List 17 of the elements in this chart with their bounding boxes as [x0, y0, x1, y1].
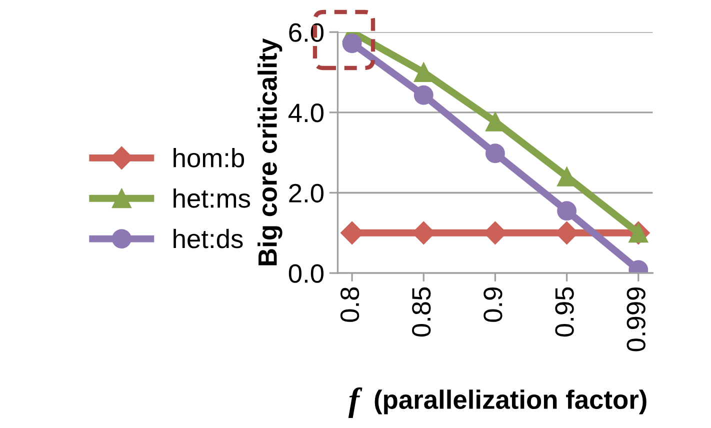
point [414, 85, 434, 105]
y-tick-label: 4.0 [288, 104, 324, 122]
point [485, 144, 505, 164]
x-tick-label: 0.85 [412, 287, 431, 337]
x-tick-label: 0.95 [555, 287, 574, 337]
legend-label: hom:b [174, 148, 244, 168]
y-tick-label: 0.0 [288, 264, 324, 283]
point [414, 62, 434, 82]
x-axis-title: f (parallelization factor) [348, 387, 646, 418]
x-tick-label: 0.9 [484, 288, 502, 322]
y-axis-title: Big core criticality [258, 38, 282, 266]
x-tick-label: 0.8 [340, 287, 360, 322]
point [557, 201, 577, 221]
y-tick-label: 2.0 [289, 184, 324, 203]
legend-label: het:ms [174, 188, 250, 208]
legend-label: het:ds [174, 228, 243, 248]
x-tick-label: 0.999 [626, 288, 646, 352]
